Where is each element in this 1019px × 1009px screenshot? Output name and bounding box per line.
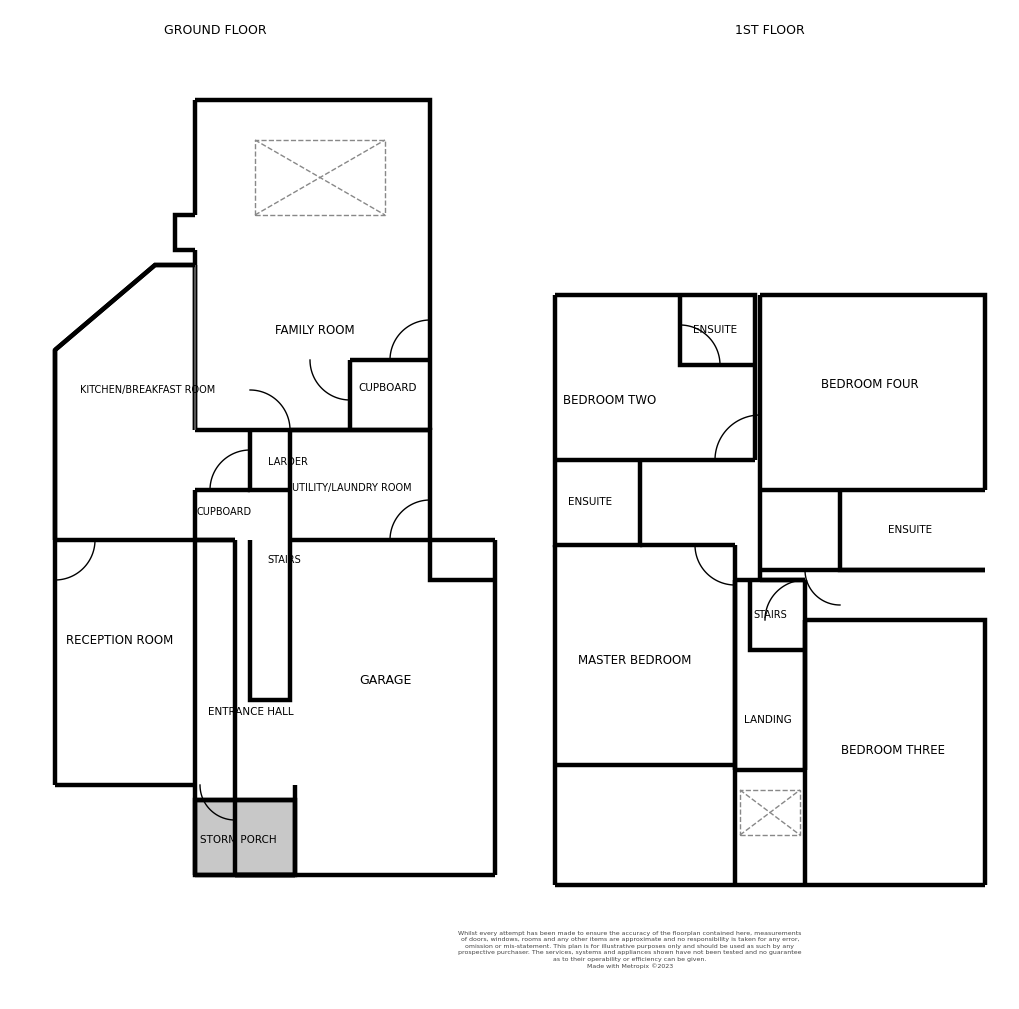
Text: STORM PORCH: STORM PORCH [200, 835, 276, 845]
Text: GROUND FLOOR: GROUND FLOOR [163, 23, 266, 36]
Text: UTILITY/LAUNDRY ROOM: UTILITY/LAUNDRY ROOM [291, 483, 412, 493]
Text: BEDROOM THREE: BEDROOM THREE [841, 744, 944, 757]
Text: CUPBOARD: CUPBOARD [359, 383, 417, 393]
Text: BEDROOM TWO: BEDROOM TWO [562, 394, 656, 407]
Text: STAIRS: STAIRS [752, 610, 786, 620]
Text: RECEPTION ROOM: RECEPTION ROOM [66, 634, 173, 647]
Text: LANDING: LANDING [744, 715, 791, 725]
Text: STAIRS: STAIRS [267, 555, 301, 565]
Text: BEDROOM FOUR: BEDROOM FOUR [820, 378, 918, 391]
Text: ENSUITE: ENSUITE [692, 325, 737, 335]
Text: FAMILY ROOM: FAMILY ROOM [275, 324, 355, 336]
Text: Whilst every attempt has been made to ensure the accuracy of the floorplan conta: Whilst every attempt has been made to en… [458, 930, 801, 970]
Text: ENTRANCE HALL: ENTRANCE HALL [208, 707, 293, 717]
Text: MASTER BEDROOM: MASTER BEDROOM [578, 654, 691, 667]
Text: ENSUITE: ENSUITE [888, 525, 931, 535]
Bar [255, 140, 384, 215]
Text: GARAGE: GARAGE [359, 673, 411, 686]
Bar [195, 800, 294, 875]
Text: LARDER: LARDER [268, 457, 308, 467]
Bar [739, 790, 799, 835]
Text: CUPBOARD: CUPBOARD [197, 507, 252, 517]
Text: KITCHEN/BREAKFAST ROOM: KITCHEN/BREAKFAST ROOM [79, 385, 215, 395]
Text: ENSUITE: ENSUITE [568, 497, 611, 507]
Text: 1ST FLOOR: 1ST FLOOR [735, 23, 804, 36]
